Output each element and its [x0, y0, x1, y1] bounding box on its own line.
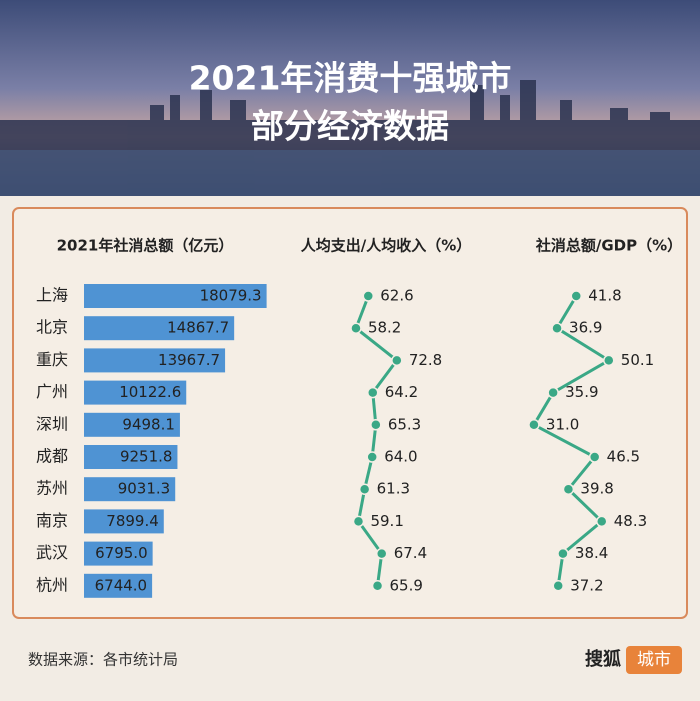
value-label: 31.0	[546, 415, 579, 433]
value-label: 46.5	[607, 448, 640, 466]
value-label: 6744.0	[95, 576, 148, 594]
category-label: 北京	[36, 318, 68, 337]
value-label: 7899.4	[106, 512, 159, 530]
point	[370, 419, 382, 431]
value-label: 50.1	[621, 351, 654, 369]
value-label: 59.1	[370, 512, 403, 530]
value-label: 62.6	[380, 287, 413, 305]
brand: 搜狐	[585, 648, 621, 670]
value-label: 48.3	[614, 512, 647, 530]
value-label: 64.0	[384, 448, 417, 466]
category-label: 南京	[36, 511, 68, 530]
value-label: 6795.0	[95, 544, 148, 562]
category-label: 杭州	[36, 575, 68, 594]
point	[375, 547, 388, 560]
chart-title: 社消总额/GDP（%）	[535, 237, 682, 255]
bar	[84, 380, 187, 405]
point	[358, 483, 371, 495]
value-label: 10122.6	[119, 383, 181, 401]
point	[391, 354, 403, 367]
brand-tag-box	[626, 646, 682, 674]
bar	[84, 573, 153, 598]
panel	[12, 207, 688, 619]
value-label: 61.3	[377, 480, 410, 498]
value-label: 18079.3	[200, 287, 262, 305]
point	[366, 451, 378, 463]
value-label: 65.9	[390, 576, 423, 594]
point	[362, 290, 375, 302]
brand-tag: 城市	[637, 650, 671, 670]
point	[367, 386, 379, 399]
value-label: 13967.7	[158, 351, 220, 369]
bar	[84, 541, 153, 566]
point	[552, 580, 564, 592]
category-label: 成都	[36, 447, 68, 466]
chart-title: 人均支出/人均收入（%）	[301, 237, 472, 255]
value-label: 39.8	[580, 480, 613, 498]
value-label: 65.3	[388, 415, 421, 433]
value-label: 37.2	[570, 576, 603, 594]
point	[595, 515, 608, 528]
bar	[84, 445, 178, 469]
bar	[84, 509, 164, 534]
point	[603, 354, 615, 367]
value-label: 38.4	[575, 544, 608, 562]
bar	[84, 477, 176, 502]
category-label: 武汉	[36, 543, 68, 562]
category-label: 苏州	[36, 479, 68, 498]
point	[588, 451, 601, 463]
value-label: 35.9	[565, 383, 598, 401]
point	[557, 547, 569, 560]
point	[350, 322, 362, 334]
value-label: 14867.7	[167, 319, 229, 337]
value-label: 36.9	[569, 319, 602, 337]
title: 部分经济数据	[251, 107, 449, 146]
bar	[84, 412, 180, 437]
point	[570, 290, 583, 302]
river	[0, 150, 700, 196]
value-label: 72.8	[409, 351, 442, 369]
point	[371, 580, 384, 592]
value-label: 64.2	[385, 383, 418, 401]
category-label: 重庆	[36, 350, 68, 369]
point	[528, 419, 540, 431]
category-label: 广州	[36, 382, 68, 401]
line	[354, 295, 399, 586]
value-label: 9031.3	[118, 480, 171, 498]
bar	[84, 284, 267, 308]
bar	[84, 316, 235, 341]
bar	[84, 348, 226, 373]
value-label: 67.4	[394, 544, 427, 562]
value-label: 9251.8	[120, 448, 173, 466]
value-label: 41.8	[588, 287, 621, 305]
point	[352, 515, 365, 528]
value-label: 9498.1	[122, 415, 175, 433]
category-label: 上海	[36, 286, 68, 305]
line	[531, 295, 612, 587]
source: 数据来源：各市统计局	[28, 651, 178, 669]
value-label: 58.2	[368, 319, 401, 337]
point	[562, 483, 575, 495]
category-label: 深圳	[36, 414, 68, 433]
chart-title: 2021年社消总额（亿元）	[57, 237, 234, 255]
point	[547, 386, 559, 399]
title: 2021年消费十强城市	[189, 59, 512, 98]
point	[551, 322, 563, 334]
